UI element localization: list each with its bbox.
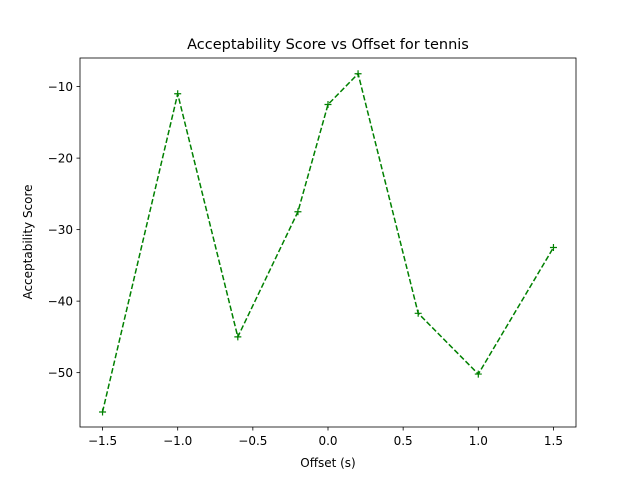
x-tick-label: 1.5 [544,434,563,448]
y-tick-label: −20 [48,152,73,166]
x-tick-label: −0.5 [238,434,267,448]
data-point [294,208,302,216]
y-axis-title: Acceptability Score [21,184,35,299]
y-tick-label: −30 [48,223,73,237]
y-tick-label: −50 [48,366,73,380]
data-point [174,90,182,98]
x-tick-label: −1.5 [88,434,117,448]
y-tick-label: −40 [48,295,73,309]
x-tick-label: −1.0 [163,434,192,448]
x-tick-label: 0.0 [318,434,337,448]
data-point [474,370,482,378]
x-axis-title: Offset (s) [300,456,355,470]
series-line-0 [101,72,555,413]
x-tick-label: 1.0 [469,434,488,448]
x-tick-label: 0.5 [394,434,413,448]
plot-area: −1.5 −1.0 −0.5 0.0 0.5 1.0 1.5 −50 −40 −30 −20 −10 [48,57,577,448]
data-point [234,333,242,341]
chart-title: Acceptability Score vs Offset for tennis [187,37,469,53]
data-point [549,244,557,252]
data-point [99,408,107,416]
data-point [354,70,362,78]
y-tick-label: −10 [48,80,73,94]
data-point [414,309,422,317]
data-point [324,100,332,108]
